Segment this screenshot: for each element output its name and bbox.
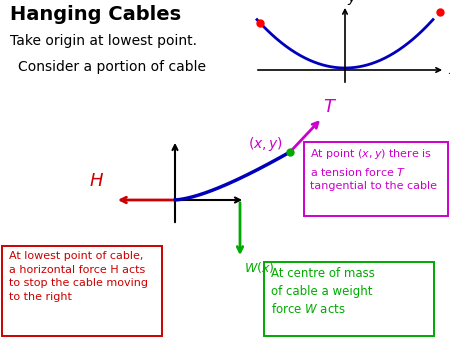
Text: $H$: $H$ <box>90 172 104 190</box>
FancyBboxPatch shape <box>2 246 162 336</box>
Text: Consider a portion of cable: Consider a portion of cable <box>18 60 206 74</box>
Text: Take origin at lowest point.: Take origin at lowest point. <box>10 34 197 48</box>
Text: $W(x)$: $W(x)$ <box>244 260 274 275</box>
Text: At centre of mass
of cable a weight
force $W$ acts: At centre of mass of cable a weight forc… <box>271 267 375 316</box>
Text: $x$: $x$ <box>448 63 450 77</box>
Text: $(x,y)$: $(x,y)$ <box>248 135 283 153</box>
Text: Hanging Cables: Hanging Cables <box>10 5 181 24</box>
FancyBboxPatch shape <box>264 262 434 336</box>
Text: $T$: $T$ <box>323 98 337 116</box>
FancyBboxPatch shape <box>304 142 448 216</box>
Text: At lowest point of cable,
a horizontal force H acts
to stop the cable moving
to : At lowest point of cable, a horizontal f… <box>9 251 148 302</box>
Text: $y$: $y$ <box>347 0 358 7</box>
Text: At point $(x,y)$ there is
a tension force $T$
tangential to the cable: At point $(x,y)$ there is a tension forc… <box>310 147 437 191</box>
